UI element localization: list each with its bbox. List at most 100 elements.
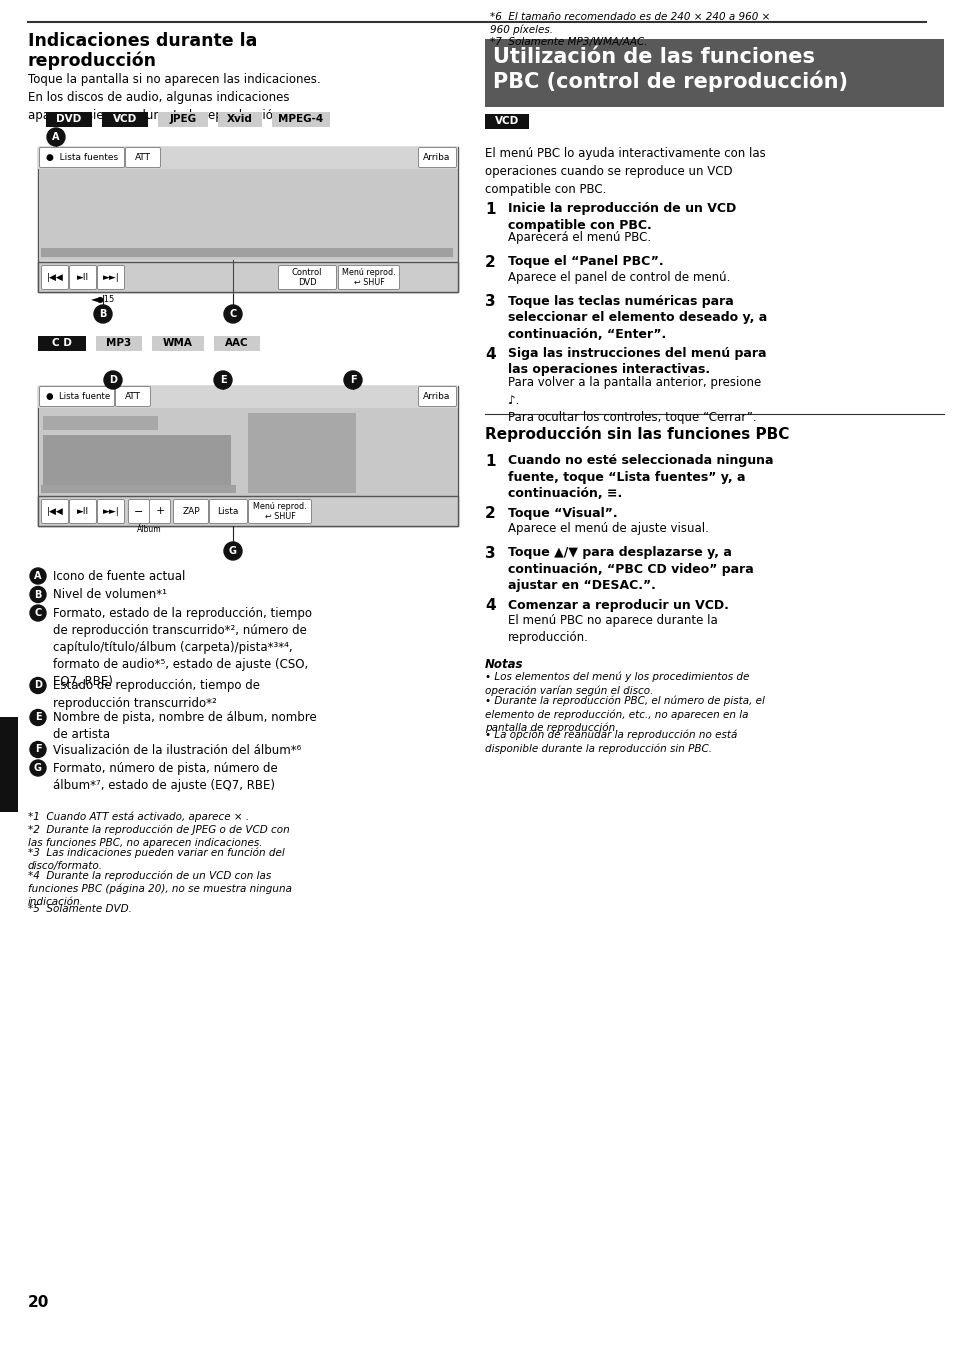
Text: Toque ▲/▼ para desplazarse y, a
continuación, “PBC CD video” para
ajustar en “DE: Toque ▲/▼ para desplazarse y, a continua… bbox=[507, 546, 753, 592]
FancyBboxPatch shape bbox=[42, 499, 69, 523]
Text: Estado de reproducción, tiempo de
reproducción transcurrido*²: Estado de reproducción, tiempo de reprod… bbox=[53, 680, 260, 710]
Text: C D: C D bbox=[52, 338, 71, 349]
Circle shape bbox=[30, 760, 46, 776]
Bar bbox=[272, 112, 330, 127]
Text: *1  Cuando ATT está activado, aparece × .: *1 Cuando ATT está activado, aparece × . bbox=[28, 813, 249, 822]
Circle shape bbox=[213, 370, 232, 389]
Text: Indicaciones durante la: Indicaciones durante la bbox=[28, 32, 257, 50]
Text: G: G bbox=[34, 763, 42, 773]
Bar bbox=[46, 112, 91, 127]
Text: 3: 3 bbox=[484, 546, 496, 561]
Text: F: F bbox=[350, 375, 355, 385]
Circle shape bbox=[30, 604, 46, 621]
FancyBboxPatch shape bbox=[39, 387, 114, 407]
Text: 1: 1 bbox=[484, 454, 495, 469]
Text: AAC: AAC bbox=[225, 338, 249, 349]
Text: VCD: VCD bbox=[112, 115, 137, 124]
Circle shape bbox=[344, 370, 361, 389]
Text: • La opción de reanudar la reproducción no está
disponible durante la reproducci: • La opción de reanudar la reproducción … bbox=[484, 730, 737, 754]
Bar bbox=[38, 387, 457, 408]
Bar bbox=[38, 387, 457, 526]
Bar bbox=[484, 114, 529, 128]
Text: Lista: Lista bbox=[217, 507, 238, 516]
Text: 2: 2 bbox=[484, 507, 496, 522]
Text: −: − bbox=[134, 507, 144, 516]
Bar bbox=[38, 147, 457, 292]
Circle shape bbox=[47, 128, 65, 146]
Text: E: E bbox=[34, 713, 41, 722]
FancyBboxPatch shape bbox=[115, 387, 151, 407]
Text: JPEG: JPEG bbox=[170, 115, 196, 124]
Bar bbox=[38, 147, 457, 169]
Text: 20: 20 bbox=[28, 1295, 50, 1310]
Text: • Durante la reproducción PBC, el número de pista, el
elemento de reproducción, : • Durante la reproducción PBC, el número… bbox=[484, 696, 764, 733]
Text: 4: 4 bbox=[484, 599, 496, 614]
Text: B: B bbox=[99, 310, 107, 319]
Text: Formato, número de pista, número de
álbum*⁷, estado de ajuste (EQ7, RBE): Formato, número de pista, número de álbu… bbox=[53, 763, 277, 792]
Circle shape bbox=[30, 568, 46, 584]
Text: Toque las teclas numéricas para
seleccionar el elemento deseado y, a
continuació: Toque las teclas numéricas para seleccio… bbox=[507, 295, 766, 341]
Text: ►II: ►II bbox=[77, 507, 89, 516]
Text: *5  Solamente DVD.: *5 Solamente DVD. bbox=[28, 904, 132, 914]
Circle shape bbox=[30, 710, 46, 726]
Bar bbox=[218, 112, 262, 127]
Text: WMA: WMA bbox=[163, 338, 193, 349]
FancyBboxPatch shape bbox=[97, 499, 125, 523]
Text: Comenzar a reproducir un VCD.: Comenzar a reproducir un VCD. bbox=[507, 599, 728, 611]
Bar bbox=[484, 39, 943, 107]
Text: Icono de fuente actual: Icono de fuente actual bbox=[53, 571, 185, 583]
Text: *6  El tamaño recomendado es de 240 × 240 a 960 ×
960 píxeles.: *6 El tamaño recomendado es de 240 × 240… bbox=[490, 12, 770, 35]
Text: *2  Durante la reproducción de JPEG o de VCD con
las funciones PBC, no aparecen : *2 Durante la reproducción de JPEG o de … bbox=[28, 825, 290, 848]
Text: Aparece el menú de ajuste visual.: Aparece el menú de ajuste visual. bbox=[507, 522, 708, 535]
Text: Toque la pantalla si no aparecen las indicaciones.
En los discos de audio, algun: Toque la pantalla si no aparecen las ind… bbox=[28, 73, 320, 122]
FancyBboxPatch shape bbox=[418, 387, 456, 407]
Text: PBC (control de reproducción): PBC (control de reproducción) bbox=[493, 72, 847, 92]
Text: DVD: DVD bbox=[56, 115, 82, 124]
Text: F: F bbox=[34, 745, 41, 754]
Circle shape bbox=[94, 306, 112, 323]
Text: Visualización de la ilustración del álbum*⁶: Visualización de la ilustración del álbu… bbox=[53, 744, 301, 757]
Bar bbox=[158, 112, 208, 127]
Text: |◀◀: |◀◀ bbox=[47, 507, 63, 516]
FancyBboxPatch shape bbox=[338, 265, 399, 289]
Text: Para volver a la pantalla anterior, presione
♪.
Para ocultar los controles, toqu: Para volver a la pantalla anterior, pres… bbox=[507, 376, 760, 425]
Text: ATT: ATT bbox=[135, 153, 151, 162]
Text: 4: 4 bbox=[484, 347, 496, 362]
Text: VCD: VCD bbox=[495, 116, 518, 127]
Text: ◄●15: ◄●15 bbox=[91, 295, 115, 304]
FancyBboxPatch shape bbox=[42, 265, 69, 289]
Circle shape bbox=[224, 542, 242, 560]
Bar bbox=[39, 408, 456, 496]
FancyBboxPatch shape bbox=[129, 499, 150, 523]
Text: MPEG-4: MPEG-4 bbox=[278, 115, 323, 124]
Text: El menú PBC lo ayuda interactivamente con las
operaciones cuando se reproduce un: El menú PBC lo ayuda interactivamente co… bbox=[484, 147, 765, 196]
Bar bbox=[0, 717, 18, 813]
Text: Toque “Visual”.: Toque “Visual”. bbox=[507, 507, 617, 519]
FancyBboxPatch shape bbox=[150, 499, 171, 523]
FancyBboxPatch shape bbox=[70, 265, 96, 289]
Text: ●  Lista fuente: ● Lista fuente bbox=[46, 392, 111, 402]
Text: *3  Las indicaciones pueden variar en función del
disco/formato.: *3 Las indicaciones pueden variar en fun… bbox=[28, 848, 284, 871]
Bar bbox=[38, 262, 457, 292]
FancyBboxPatch shape bbox=[70, 499, 96, 523]
Text: ►II: ►II bbox=[77, 273, 89, 283]
Text: reproducción: reproducción bbox=[28, 51, 157, 70]
Text: Arriba: Arriba bbox=[423, 392, 450, 402]
Text: D: D bbox=[109, 375, 117, 385]
FancyBboxPatch shape bbox=[210, 499, 247, 523]
Text: E: E bbox=[219, 375, 226, 385]
FancyBboxPatch shape bbox=[278, 265, 336, 289]
Bar bbox=[38, 496, 457, 526]
Text: Aparecerá el menú PBC.: Aparecerá el menú PBC. bbox=[507, 231, 651, 243]
Text: ►►|: ►►| bbox=[103, 273, 119, 283]
Text: ZAP: ZAP bbox=[182, 507, 199, 516]
FancyBboxPatch shape bbox=[39, 147, 125, 168]
Text: D: D bbox=[34, 680, 42, 691]
Text: Siga las instrucciones del menú para
las operaciones interactivas.: Siga las instrucciones del menú para las… bbox=[507, 347, 765, 376]
Text: +: + bbox=[155, 507, 165, 516]
Text: Toque el “Panel PBC”.: Toque el “Panel PBC”. bbox=[507, 256, 663, 268]
Bar bbox=[96, 337, 142, 352]
Text: A: A bbox=[34, 571, 42, 581]
FancyBboxPatch shape bbox=[97, 265, 125, 289]
Bar bbox=[43, 416, 158, 430]
